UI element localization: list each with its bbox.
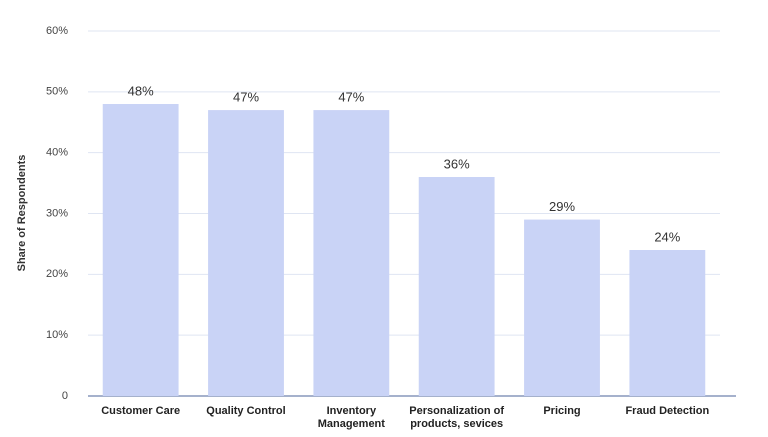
bar — [208, 110, 284, 396]
value-label: 36% — [444, 156, 470, 171]
y-tick-label: 20% — [46, 268, 68, 280]
value-label: 24% — [654, 229, 680, 244]
y-tick-label: 60% — [46, 25, 68, 37]
bar — [313, 110, 390, 396]
value-label: 47% — [233, 90, 259, 105]
value-label: 29% — [549, 199, 575, 214]
y-axis-title: Share of Respondents — [16, 155, 28, 272]
bar — [418, 177, 495, 396]
y-tick-label: 0 — [62, 390, 68, 402]
y-tick-label: 50% — [46, 86, 68, 98]
x-tick-label: Personalization of products, sevices — [409, 405, 504, 430]
x-tick-label: Quality Control — [206, 405, 285, 417]
y-tick-label: 10% — [46, 329, 68, 341]
x-tick-label: Pricing — [543, 405, 580, 417]
value-label: 47% — [338, 90, 364, 105]
bar — [102, 104, 179, 396]
x-tick-label: Customer Care — [101, 405, 180, 417]
y-tick-label: 30% — [46, 207, 68, 219]
x-tick-label: Inventory Management — [318, 405, 386, 430]
x-tick-label: Fraud Detection — [625, 405, 709, 417]
y-tick-label: 40% — [46, 147, 68, 159]
value-label: 48% — [128, 83, 154, 98]
bar — [629, 250, 706, 396]
bar — [524, 219, 600, 396]
